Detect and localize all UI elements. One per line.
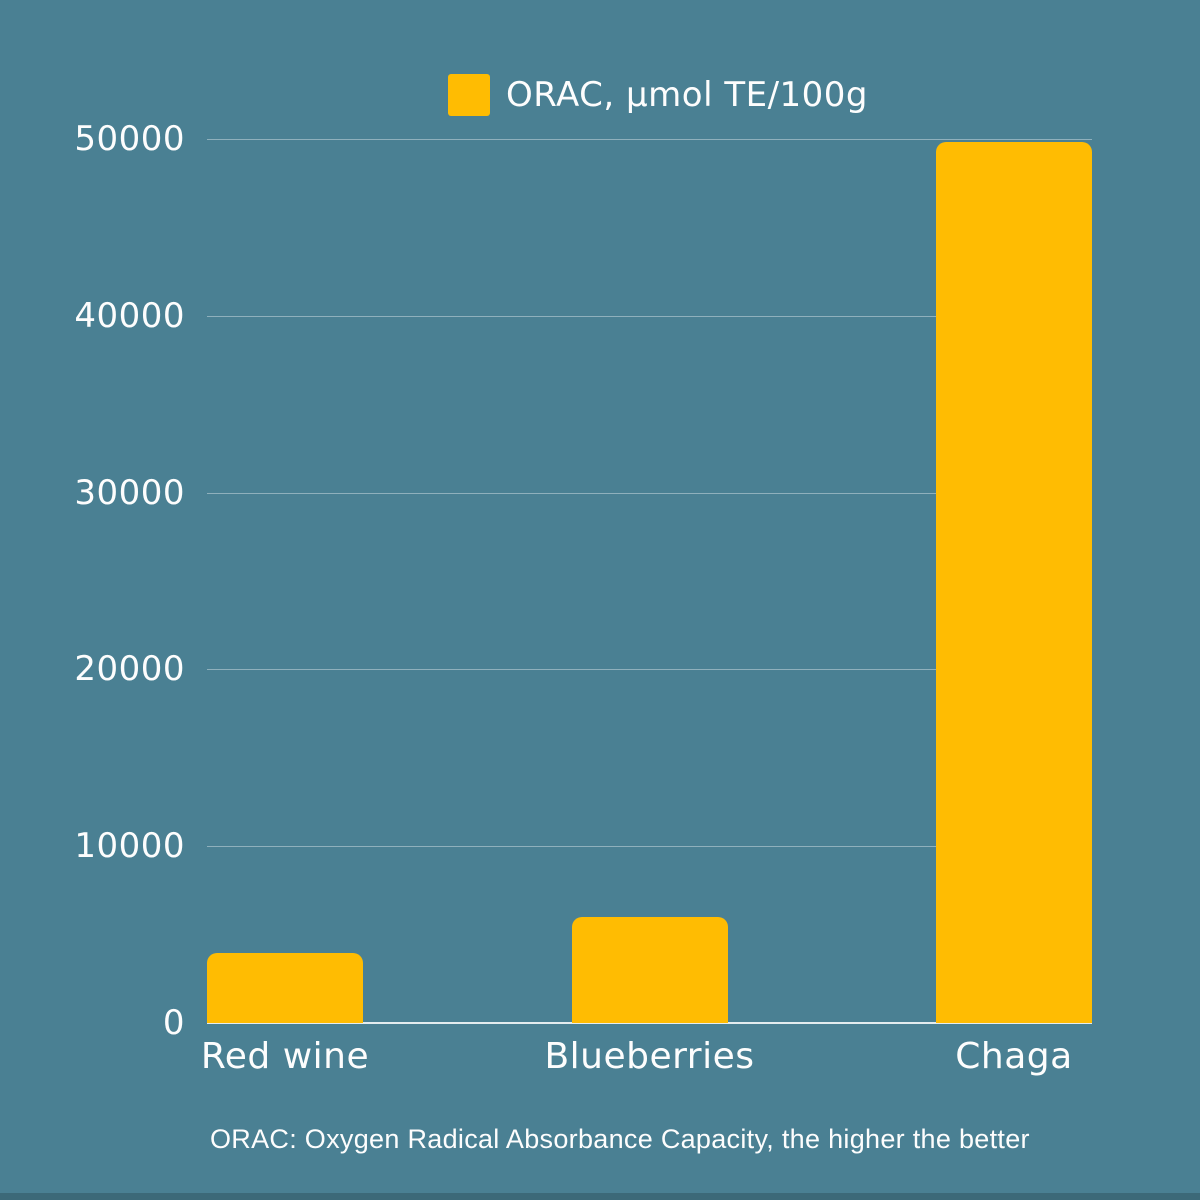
- gridline-20000: [207, 669, 1092, 671]
- x-axis: Red wine Blueberries Chaga: [201, 1036, 1092, 1086]
- x-tick-label-blueberries: Blueberries: [544, 1036, 755, 1077]
- bar-red-wine: [207, 953, 363, 1023]
- footnote: ORAC: Oxygen Radical Absorbance Capacity…: [210, 1124, 1030, 1154]
- y-tick-label-0: 0: [162, 1003, 185, 1043]
- bar-blueberries: [571, 916, 728, 1023]
- y-tick-label-10000: 10000: [74, 826, 185, 867]
- y-axis: 0 10000 20000 30000 40000 50000: [0, 0, 185, 1200]
- x-tick-label-chaga: Chaga: [955, 1036, 1073, 1077]
- gridline-50000: [207, 139, 1092, 140]
- y-tick-label-40000: 40000: [74, 295, 185, 336]
- y-tick-label-30000: 30000: [74, 472, 185, 513]
- gridline-10000: [207, 846, 1092, 848]
- y-tick-label-50000: 50000: [74, 119, 185, 159]
- bar-chaga: [936, 141, 1092, 1023]
- x-axis-baseline: [207, 1022, 1092, 1024]
- gridline-30000: [207, 492, 1092, 494]
- plot-area: [207, 139, 1092, 1024]
- y-tick-label-20000: 20000: [74, 649, 185, 690]
- bottom-edge-shade: [0, 1193, 1200, 1200]
- chart-legend: ORAC, µmol TE/100g: [448, 74, 868, 116]
- legend-label: ORAC, µmol TE/100g: [506, 75, 869, 115]
- x-tick-label-red-wine: Red wine: [200, 1036, 370, 1077]
- legend-swatch-icon: [448, 74, 490, 116]
- gridline-40000: [207, 315, 1092, 317]
